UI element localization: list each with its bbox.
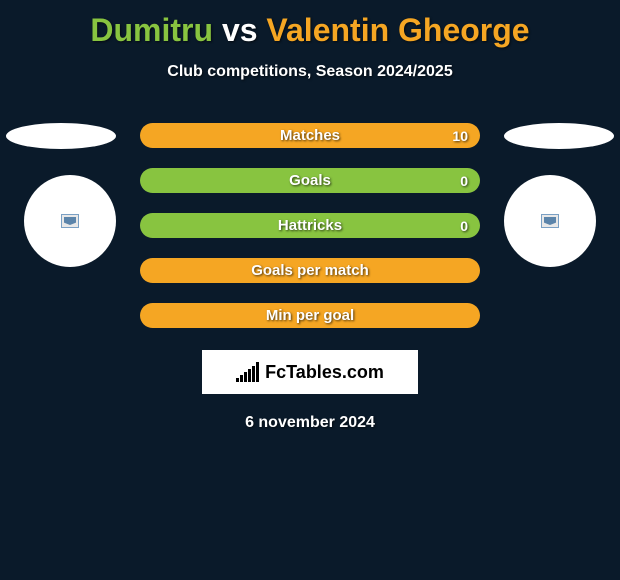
stat-bar-label: Goals per match [251, 262, 369, 279]
brand-box: FcTables.com [202, 350, 418, 394]
stat-bar-right-value: 10 [452, 128, 468, 144]
page-title: Dumitru vs Valentin Gheorge [0, 0, 620, 49]
club-crest-right [504, 175, 596, 267]
stat-bar: Min per goal [140, 303, 480, 328]
stat-bar-right-value: 0 [460, 173, 468, 189]
comparison-bars: Matches 10 Goals 0 Hattricks 0 Goals per match… [140, 123, 480, 328]
stat-bar-label: Hattricks [278, 217, 342, 234]
avatar-right-oval [504, 123, 614, 149]
stat-bar-right-value: 0 [460, 218, 468, 234]
subtitle: Club competitions, Season 2024/2025 [0, 63, 620, 81]
date-line: 6 november 2024 [0, 414, 620, 432]
stat-bar: Hattricks 0 [140, 213, 480, 238]
stat-bar: Matches 10 [140, 123, 480, 148]
brand-text: FcTables.com [265, 362, 384, 383]
avatar-left-oval [6, 123, 116, 149]
shield-icon [61, 214, 79, 228]
title-vs: vs [213, 12, 266, 48]
stat-bar-label: Matches [280, 127, 340, 144]
stat-bar-label: Goals [289, 172, 331, 189]
club-crest-left [24, 175, 116, 267]
shield-icon [541, 214, 559, 228]
title-right-player: Valentin Gheorge [266, 12, 529, 48]
stat-bar-label: Min per goal [266, 307, 354, 324]
bar-chart-icon [236, 362, 259, 382]
stat-bar: Goals per match [140, 258, 480, 283]
comparison-content: Matches 10 Goals 0 Hattricks 0 Goals per match… [0, 123, 620, 328]
stat-bar: Goals 0 [140, 168, 480, 193]
title-left-player: Dumitru [90, 12, 213, 48]
